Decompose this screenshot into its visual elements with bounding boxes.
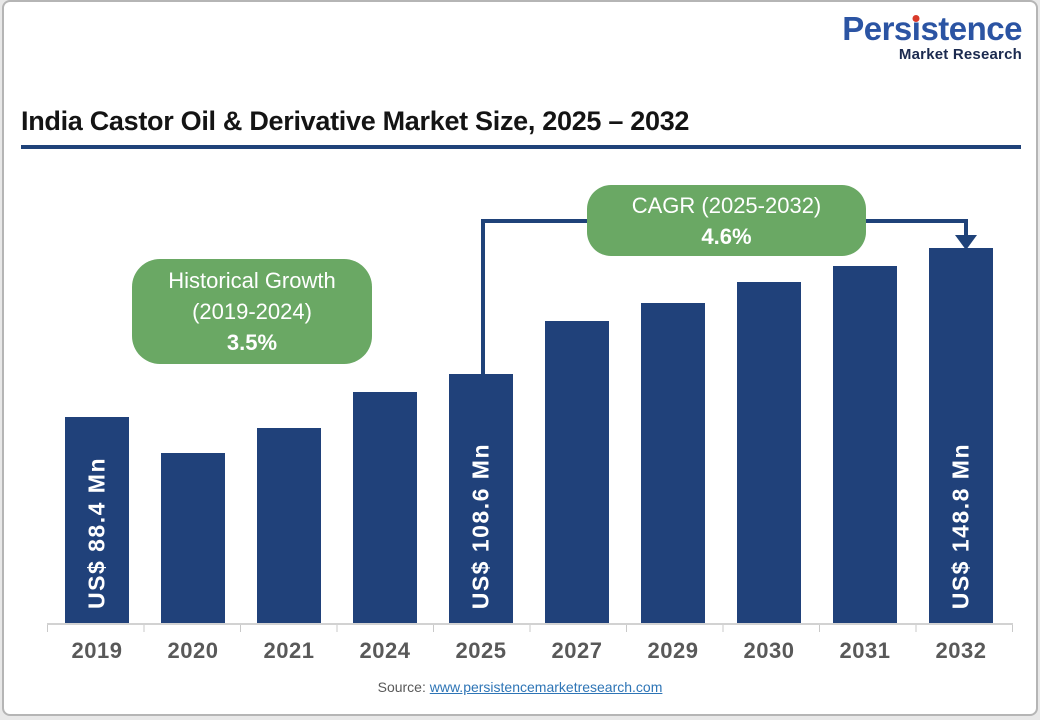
source-line: Source: www.persistencemarketresearch.co… xyxy=(4,679,1036,695)
x-axis-label-2020: 2020 xyxy=(167,638,219,663)
bar-chart: Historical Growth (2019-2024) 3.5% CAGR … xyxy=(4,2,1036,714)
x-axis-label-2030: 2030 xyxy=(743,638,795,663)
bar-2021 xyxy=(257,428,321,623)
bar-cell-2032: US$ 148.8 Mn xyxy=(913,2,1009,623)
bar-2024 xyxy=(353,392,417,623)
bar-cell-2020 xyxy=(145,2,241,623)
bar-cell-2021 xyxy=(241,2,337,623)
x-axis-label-2029: 2029 xyxy=(647,638,699,663)
bar-2032: US$ 148.8 Mn xyxy=(929,248,993,623)
x-axis-ticks xyxy=(47,625,1013,632)
bar-cell-2029 xyxy=(625,2,721,623)
x-axis-label-2025: 2025 xyxy=(455,638,507,663)
bar-value-label-2032: US$ 148.8 Mn xyxy=(947,442,974,609)
bar-2025: US$ 108.6 Mn xyxy=(449,374,513,623)
x-axis-label-2021: 2021 xyxy=(263,638,315,663)
bar-value-label-2019: US$ 88.4 Mn xyxy=(83,457,110,609)
bar-value-label-2025: US$ 108.6 Mn xyxy=(467,442,494,609)
x-axis-label-2019: 2019 xyxy=(71,638,123,663)
bar-2027 xyxy=(545,321,609,623)
historical-growth-value: 3.5% xyxy=(226,330,278,355)
historical-growth-line1: Historical Growth xyxy=(168,268,336,293)
title-underline xyxy=(21,145,1021,149)
logo-brand-text: Persistence xyxy=(842,12,1022,45)
bar-2030 xyxy=(737,282,801,623)
logo-i-red-dot: i xyxy=(911,10,921,47)
cagr-callout: CAGR (2025-2032) 4.6% xyxy=(587,185,866,256)
bar-cell-2030 xyxy=(721,2,817,623)
x-axis-labels: 2019 2020 2021 2024 2025 2027 2029 2030 2031 2032 xyxy=(49,638,1009,664)
x-axis-label-2032: 2032 xyxy=(935,638,987,663)
x-axis-label-2027: 2027 xyxy=(551,638,603,663)
pmr-logo: Persistence Market Research xyxy=(842,12,1022,62)
bar-2029 xyxy=(641,303,705,623)
bar-cell-2019: US$ 88.4 Mn xyxy=(49,2,145,623)
bar-2020 xyxy=(161,453,225,623)
x-axis-line xyxy=(47,623,1013,625)
source-prefix: Source: xyxy=(377,679,430,695)
page-title: India Castor Oil & Derivative Market Siz… xyxy=(21,106,690,136)
bar-2031 xyxy=(833,266,897,623)
bar-cell-2031 xyxy=(817,2,913,623)
cagr-connector-left-line xyxy=(481,219,485,377)
cagr-line1: CAGR (2025-2032) xyxy=(631,192,822,218)
bar-2019: US$ 88.4 Mn xyxy=(65,417,129,623)
x-axis-label-2031: 2031 xyxy=(839,638,891,663)
cagr-connector-right-line xyxy=(964,219,968,237)
logo-brand-pre: Pers xyxy=(842,10,912,47)
bar-cell-2025: US$ 108.6 Mn xyxy=(433,2,529,623)
historical-growth-line2: (2019-2024) xyxy=(192,299,312,324)
cagr-value: 4.6% xyxy=(701,223,752,249)
bar-cell-2024 xyxy=(337,2,433,623)
bar-cell-2027 xyxy=(529,2,625,623)
logo-brand-post: stence xyxy=(920,10,1022,47)
bars-row: US$ 88.4 Mn US$ 108.6 Mn US$ 148.8 Mn xyxy=(49,2,1009,623)
historical-growth-callout: Historical Growth (2019-2024) 3.5% xyxy=(132,259,372,364)
logo-subtitle: Market Research xyxy=(898,46,1022,63)
x-axis-label-2024: 2024 xyxy=(359,638,411,663)
source-link[interactable]: www.persistencemarketresearch.com xyxy=(429,679,663,695)
cagr-arrow-down-icon xyxy=(955,235,977,250)
